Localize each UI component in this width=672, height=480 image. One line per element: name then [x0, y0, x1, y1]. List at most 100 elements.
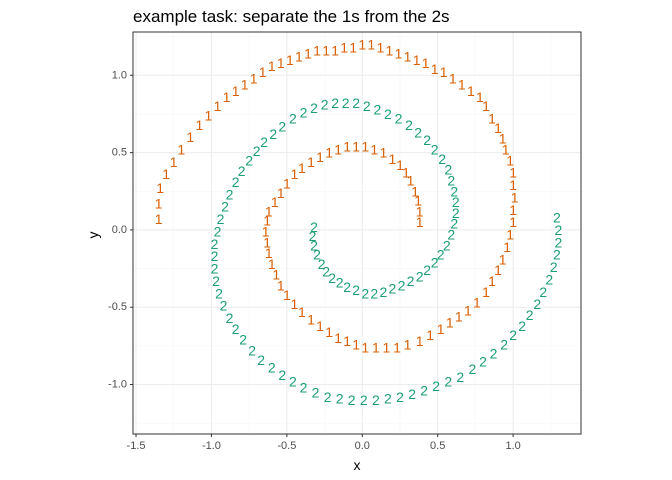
point-class-1: 1 — [509, 177, 517, 193]
point-class-2: 2 — [248, 343, 256, 359]
point-class-1: 1 — [467, 83, 475, 99]
point-class-1: 1 — [367, 36, 375, 52]
point-class-2: 2 — [336, 390, 344, 406]
point-class-1: 1 — [372, 339, 380, 355]
point-class-2: 2 — [289, 111, 297, 127]
point-class-1: 1 — [316, 318, 324, 334]
point-class-2: 2 — [452, 194, 460, 210]
point-class-1: 1 — [304, 46, 312, 62]
point-class-1: 1 — [265, 203, 273, 219]
y-tick-label: 1.0 — [112, 69, 127, 81]
point-class-1: 1 — [509, 165, 517, 181]
point-class-1: 1 — [205, 108, 213, 124]
point-class-2: 2 — [450, 183, 458, 199]
point-class-2: 2 — [398, 278, 406, 294]
point-class-1: 1 — [331, 43, 339, 59]
point-class-1: 1 — [298, 160, 306, 176]
point-class-1: 1 — [232, 83, 240, 99]
point-class-2: 2 — [232, 174, 240, 190]
point-class-1: 1 — [268, 58, 276, 74]
point-class-2: 2 — [221, 199, 229, 215]
point-class-2: 2 — [312, 384, 320, 400]
point-class-1: 1 — [426, 327, 434, 343]
point-class-1: 1 — [291, 296, 299, 312]
point-class-2: 2 — [348, 392, 356, 408]
major-gridlines — [133, 32, 581, 434]
point-class-1: 1 — [482, 284, 490, 300]
point-class-2: 2 — [215, 285, 223, 301]
point-class-1: 1 — [349, 40, 357, 56]
point-class-2: 2 — [447, 227, 455, 243]
point-class-1: 1 — [377, 40, 385, 56]
point-class-2: 2 — [253, 143, 261, 159]
point-class-2: 2 — [211, 236, 219, 252]
y-axis-title: y — [85, 232, 101, 239]
point-class-1: 1 — [393, 339, 401, 355]
point-class-2: 2 — [343, 279, 351, 295]
point-class-1: 1 — [455, 309, 463, 325]
point-class-2: 2 — [322, 264, 330, 280]
point-class-2: 2 — [260, 134, 268, 150]
panel-border — [132, 31, 582, 435]
point-class-1: 1 — [156, 180, 164, 196]
point-class-1: 1 — [488, 273, 496, 289]
point-class-2: 2 — [226, 186, 234, 202]
point-class-1: 1 — [407, 172, 415, 188]
point-class-2: 2 — [220, 298, 228, 314]
point-class-1: 1 — [298, 304, 306, 320]
x-axis-title: x — [354, 457, 361, 473]
point-class-1: 1 — [223, 89, 231, 105]
point-class-1: 1 — [170, 154, 178, 170]
point-class-2: 2 — [363, 98, 371, 114]
point-class-1: 1 — [263, 234, 271, 250]
point-class-1: 1 — [259, 64, 267, 80]
x-tick-label: 0.0 — [355, 440, 370, 452]
point-class-1: 1 — [277, 55, 285, 71]
point-class-2: 2 — [268, 360, 276, 376]
point-class-2: 2 — [374, 101, 382, 117]
point-class-1: 1 — [370, 142, 378, 158]
point-class-2: 2 — [431, 142, 439, 158]
point-class-1: 1 — [416, 203, 424, 219]
point-class-1: 1 — [476, 89, 484, 105]
point-class-2: 2 — [490, 346, 498, 362]
point-class-1: 1 — [473, 295, 481, 311]
point-class-2: 2 — [313, 247, 321, 263]
point-class-1: 1 — [506, 227, 514, 243]
point-class-1: 1 — [265, 245, 273, 261]
point-class-2: 2 — [420, 383, 428, 399]
point-class-2: 2 — [438, 151, 446, 167]
point-class-2: 2 — [245, 152, 253, 168]
point-class-2: 2 — [553, 247, 561, 263]
point-class-1: 1 — [334, 330, 342, 346]
point-class-1: 1 — [502, 142, 510, 158]
point-class-1: 1 — [395, 46, 403, 62]
point-class-1: 1 — [446, 315, 454, 331]
point-class-2: 2 — [437, 247, 445, 263]
point-class-1: 1 — [509, 202, 517, 218]
point-class-2: 2 — [217, 211, 225, 227]
point-class-1: 1 — [404, 49, 412, 65]
point-class-1: 1 — [437, 321, 445, 337]
point-class-1: 1 — [416, 214, 424, 230]
point-class-2: 2 — [309, 228, 317, 244]
point-class-2: 2 — [289, 373, 297, 389]
point-class-2: 2 — [555, 234, 563, 250]
point-class-2: 2 — [278, 118, 286, 134]
point-class-2: 2 — [456, 369, 464, 385]
point-class-2: 2 — [444, 373, 452, 389]
x-tick-label: 1.0 — [505, 440, 520, 452]
point-class-2: 2 — [360, 392, 368, 408]
point-class-1: 1 — [272, 267, 280, 283]
point-class-2: 2 — [232, 321, 240, 337]
point-class-1: 1 — [383, 339, 391, 355]
chart-title: example task: separate the 1s from the 2… — [133, 7, 450, 26]
point-class-1: 1 — [291, 166, 299, 182]
point-class-1: 1 — [431, 61, 439, 77]
point-class-2: 2 — [479, 353, 487, 369]
point-class-2: 2 — [555, 222, 563, 238]
point-class-1: 1 — [262, 224, 270, 240]
point-class-1: 1 — [313, 43, 321, 59]
point-class-2: 2 — [352, 95, 360, 111]
point-class-2: 2 — [509, 327, 517, 343]
